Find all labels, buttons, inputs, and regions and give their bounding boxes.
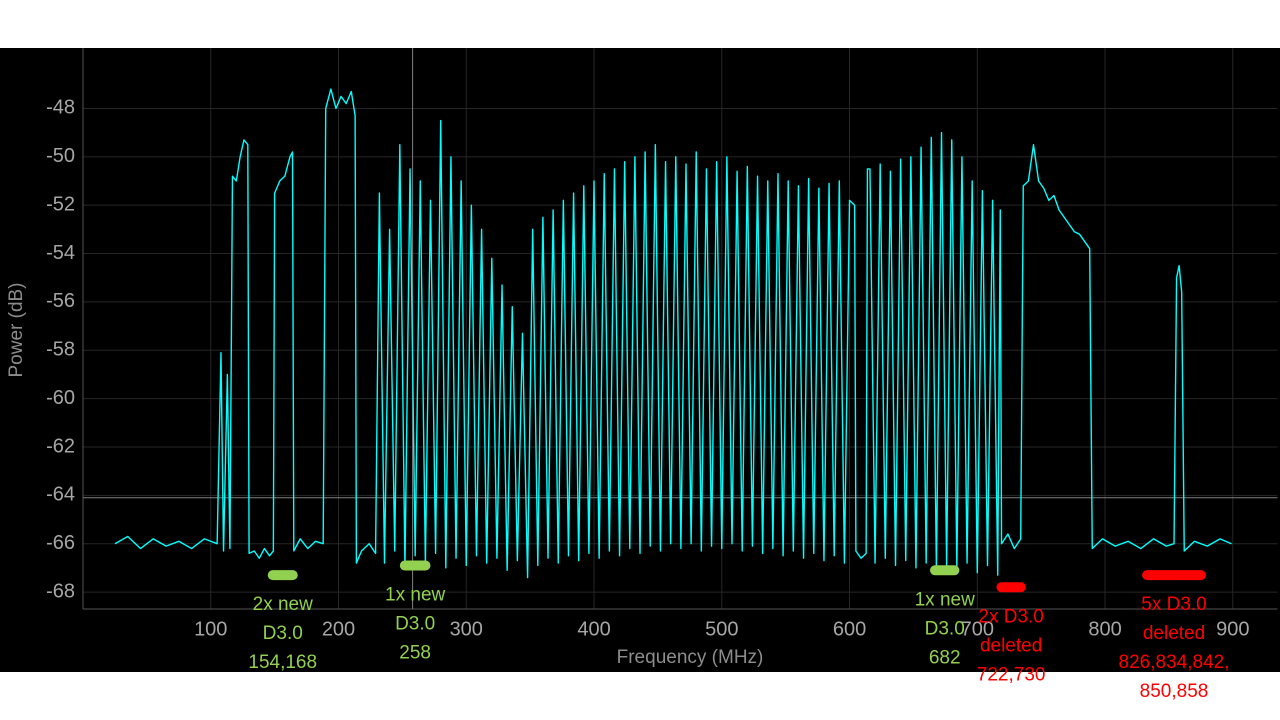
- annotation-text: 826,834,842,: [1119, 652, 1230, 673]
- annotation-pill: [996, 582, 1026, 593]
- x-tick-label: 400: [577, 618, 610, 640]
- annotation-pill: [1142, 570, 1206, 581]
- x-tick-label: 500: [705, 618, 738, 640]
- annotation-text: 258: [399, 642, 431, 663]
- annotation-text: 682: [929, 647, 961, 668]
- x-tick-label: 200: [322, 618, 355, 640]
- x-tick-label: 300: [450, 618, 483, 640]
- annotation-text: D3.0: [925, 618, 965, 639]
- spectrum-line: [114, 88, 1232, 579]
- annotation-pill: [267, 570, 298, 581]
- y-tick-label: -60: [46, 387, 75, 409]
- y-tick-label: -54: [46, 242, 75, 264]
- plot-background: [0, 48, 1280, 672]
- y-tick-label: -56: [46, 290, 75, 312]
- x-tick-label: 100: [194, 618, 227, 640]
- annotation-pill: [399, 560, 431, 571]
- annotation-text: deleted: [980, 635, 1042, 656]
- y-tick-label: -64: [46, 484, 75, 506]
- annotation-pill: [930, 565, 960, 576]
- annotation-text: 1x new: [385, 584, 445, 605]
- annotation-text: 5x D3.0: [1141, 594, 1206, 615]
- x-axis-label: Frequency (MHz): [617, 647, 764, 668]
- annotation-text: deleted: [1143, 623, 1205, 644]
- annotation-text: D3.0: [263, 623, 303, 644]
- annotation-text: 722,730: [977, 664, 1046, 685]
- y-axis-label: Power (dB): [6, 282, 27, 377]
- y-tick-label: -66: [46, 532, 75, 554]
- x-tick-label: 600: [833, 618, 866, 640]
- annotation-text: 154,168: [248, 652, 317, 673]
- x-tick-label: 700: [961, 618, 994, 640]
- y-tick-label: -58: [46, 339, 75, 361]
- annotation-text: 2x new: [253, 594, 313, 615]
- y-tick-label: -48: [46, 97, 75, 119]
- y-tick-label: -50: [46, 145, 75, 167]
- annotation-text: 2x D3.0: [978, 606, 1043, 627]
- y-tick-label: -68: [46, 580, 75, 602]
- y-tick-label: -62: [46, 435, 75, 457]
- x-tick-label: 800: [1088, 618, 1121, 640]
- annotation-text: D3.0: [395, 613, 435, 634]
- y-tick-label: -52: [46, 193, 75, 215]
- annotation-text: 850,858: [1140, 681, 1209, 702]
- annotation-text: 1x new: [915, 589, 975, 610]
- x-tick-label: 900: [1216, 618, 1249, 640]
